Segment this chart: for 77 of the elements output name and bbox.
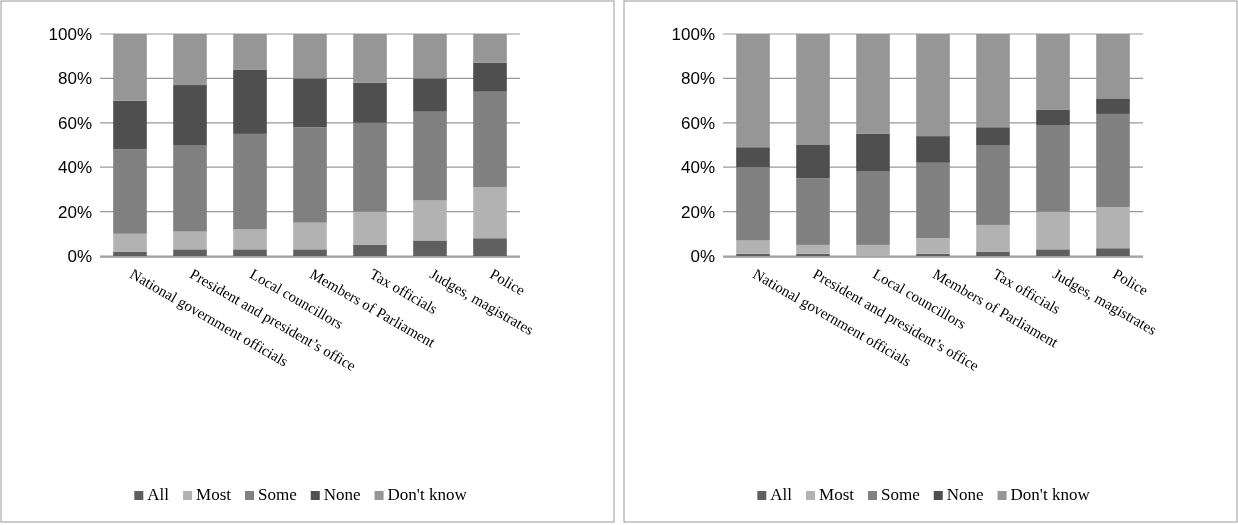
bar	[113, 251, 147, 256]
bar	[233, 133, 267, 230]
y-tick-label: 100%	[671, 24, 715, 44]
bar	[413, 78, 447, 112]
bar	[796, 253, 830, 256]
bar	[1036, 211, 1070, 250]
y-tick-label: 40%	[57, 158, 92, 178]
bar	[473, 238, 507, 256]
bar	[736, 167, 770, 241]
bar	[473, 62, 507, 92]
bar	[976, 224, 1010, 252]
bar	[173, 145, 207, 232]
y-tick-label: 100%	[48, 24, 92, 44]
bar	[916, 253, 950, 256]
bar	[1096, 98, 1130, 114]
bar	[1096, 248, 1130, 256]
bar	[293, 78, 327, 128]
bar	[353, 211, 387, 245]
bar	[353, 122, 387, 212]
bar	[1036, 125, 1070, 212]
bar	[736, 240, 770, 254]
bar	[736, 253, 770, 256]
bar	[293, 222, 327, 250]
bar	[233, 249, 267, 256]
legend-label: Most	[196, 485, 232, 504]
y-tick-label: 0%	[67, 246, 92, 266]
y-tick-label: 0%	[690, 246, 715, 266]
y-tick-label: 60%	[57, 113, 92, 133]
bar	[473, 187, 507, 239]
bar	[413, 240, 447, 256]
y-tick-label: 40%	[680, 158, 715, 178]
bar	[113, 233, 147, 252]
bar	[173, 85, 207, 145]
bar	[473, 91, 507, 188]
legend-label: None	[946, 485, 984, 504]
y-tick-label: 80%	[57, 69, 92, 89]
bar	[976, 251, 1010, 256]
bar	[233, 229, 267, 250]
bar	[293, 127, 327, 223]
bar	[796, 178, 830, 245]
bar	[1036, 109, 1070, 126]
y-tick-label: 20%	[680, 202, 715, 222]
bar	[916, 238, 950, 254]
bar	[916, 136, 950, 163]
legend-label: All	[147, 485, 170, 504]
bar	[173, 231, 207, 250]
legend-label: All	[770, 485, 793, 504]
bar	[233, 69, 267, 134]
legend-label: None	[323, 485, 361, 504]
bar	[353, 82, 387, 123]
bar	[1036, 249, 1070, 256]
y-tick-label: 60%	[680, 113, 715, 133]
bar	[736, 147, 770, 168]
bar	[1096, 207, 1130, 249]
bar	[916, 162, 950, 239]
legend-label: Most	[819, 485, 855, 504]
legend-label: Don't know	[1010, 485, 1091, 504]
bar	[113, 149, 147, 234]
bar	[856, 171, 890, 245]
bar	[976, 145, 1010, 225]
legend-label: Don't know	[387, 485, 468, 504]
bar	[293, 249, 327, 256]
legend-label: Some	[258, 485, 297, 504]
bar	[173, 249, 207, 256]
bar	[796, 145, 830, 179]
y-tick-label: 80%	[680, 69, 715, 89]
bar	[856, 244, 890, 256]
y-tick-label: 20%	[57, 202, 92, 222]
bar	[113, 100, 147, 150]
bar	[353, 244, 387, 256]
bar	[796, 244, 830, 254]
bar	[976, 127, 1010, 145]
bar	[856, 133, 890, 172]
bar	[413, 111, 447, 201]
legend-label: Some	[881, 485, 920, 504]
bar	[413, 200, 447, 241]
bar	[1096, 113, 1130, 208]
